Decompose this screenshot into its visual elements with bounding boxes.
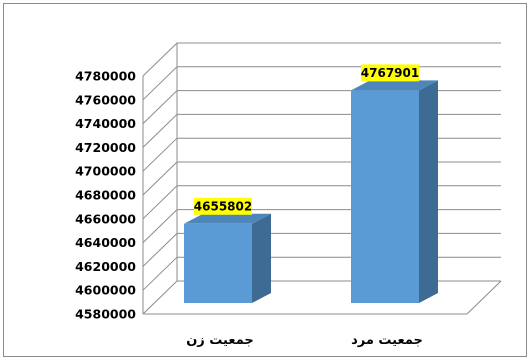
y-tick-label: 4740000 — [75, 116, 136, 131]
y-tick-label: 4720000 — [75, 140, 136, 155]
y-tick-label: 4780000 — [75, 69, 136, 84]
y-axis: 4580000 4600000 4620000 4640000 4660000 46800… — [75, 69, 136, 322]
bar — [184, 213, 271, 303]
y-tick-label: 4580000 — [75, 307, 136, 322]
data-label-text: 4767901 — [361, 66, 419, 80]
y-tick-label: 4660000 — [75, 211, 136, 226]
bar-top — [184, 213, 271, 224]
y-tick-label: 4640000 — [75, 235, 136, 250]
data-labels: 4655802 4767901 — [194, 64, 419, 215]
data-label-bg — [194, 197, 252, 215]
bar-side — [419, 80, 438, 303]
bar-front — [351, 90, 419, 303]
y-tick-label: 4700000 — [75, 164, 136, 179]
data-label: 4767901 — [361, 64, 419, 82]
data-label: 4655802 — [194, 197, 252, 215]
grid-line — [142, 137, 501, 172]
grid-line — [142, 161, 501, 196]
bar-side — [252, 213, 271, 303]
bar-top — [351, 80, 438, 91]
grid-line — [142, 113, 501, 148]
grid-line — [142, 90, 501, 124]
y-tick-label: 4760000 — [75, 92, 136, 107]
bars — [184, 80, 438, 303]
bar-front — [184, 223, 252, 303]
data-label-text: 4655802 — [194, 199, 252, 213]
x-category-label: جمعیت مرد — [351, 333, 423, 348]
y-tick-label: 4600000 — [75, 283, 136, 298]
bar — [351, 80, 438, 303]
data-label-bg — [361, 64, 419, 82]
chart-frame — [3, 3, 527, 357]
x-axis-categories: جمعیت زن جمعیت مرد — [186, 333, 423, 348]
x-category-label: جمعیت زن — [186, 333, 254, 348]
grid-line — [142, 42, 501, 77]
y-tick-label: 4620000 — [75, 259, 136, 274]
y-tick-label: 4680000 — [75, 188, 136, 203]
grid-line — [142, 66, 501, 101]
floor-right-edge — [466, 280, 502, 315]
